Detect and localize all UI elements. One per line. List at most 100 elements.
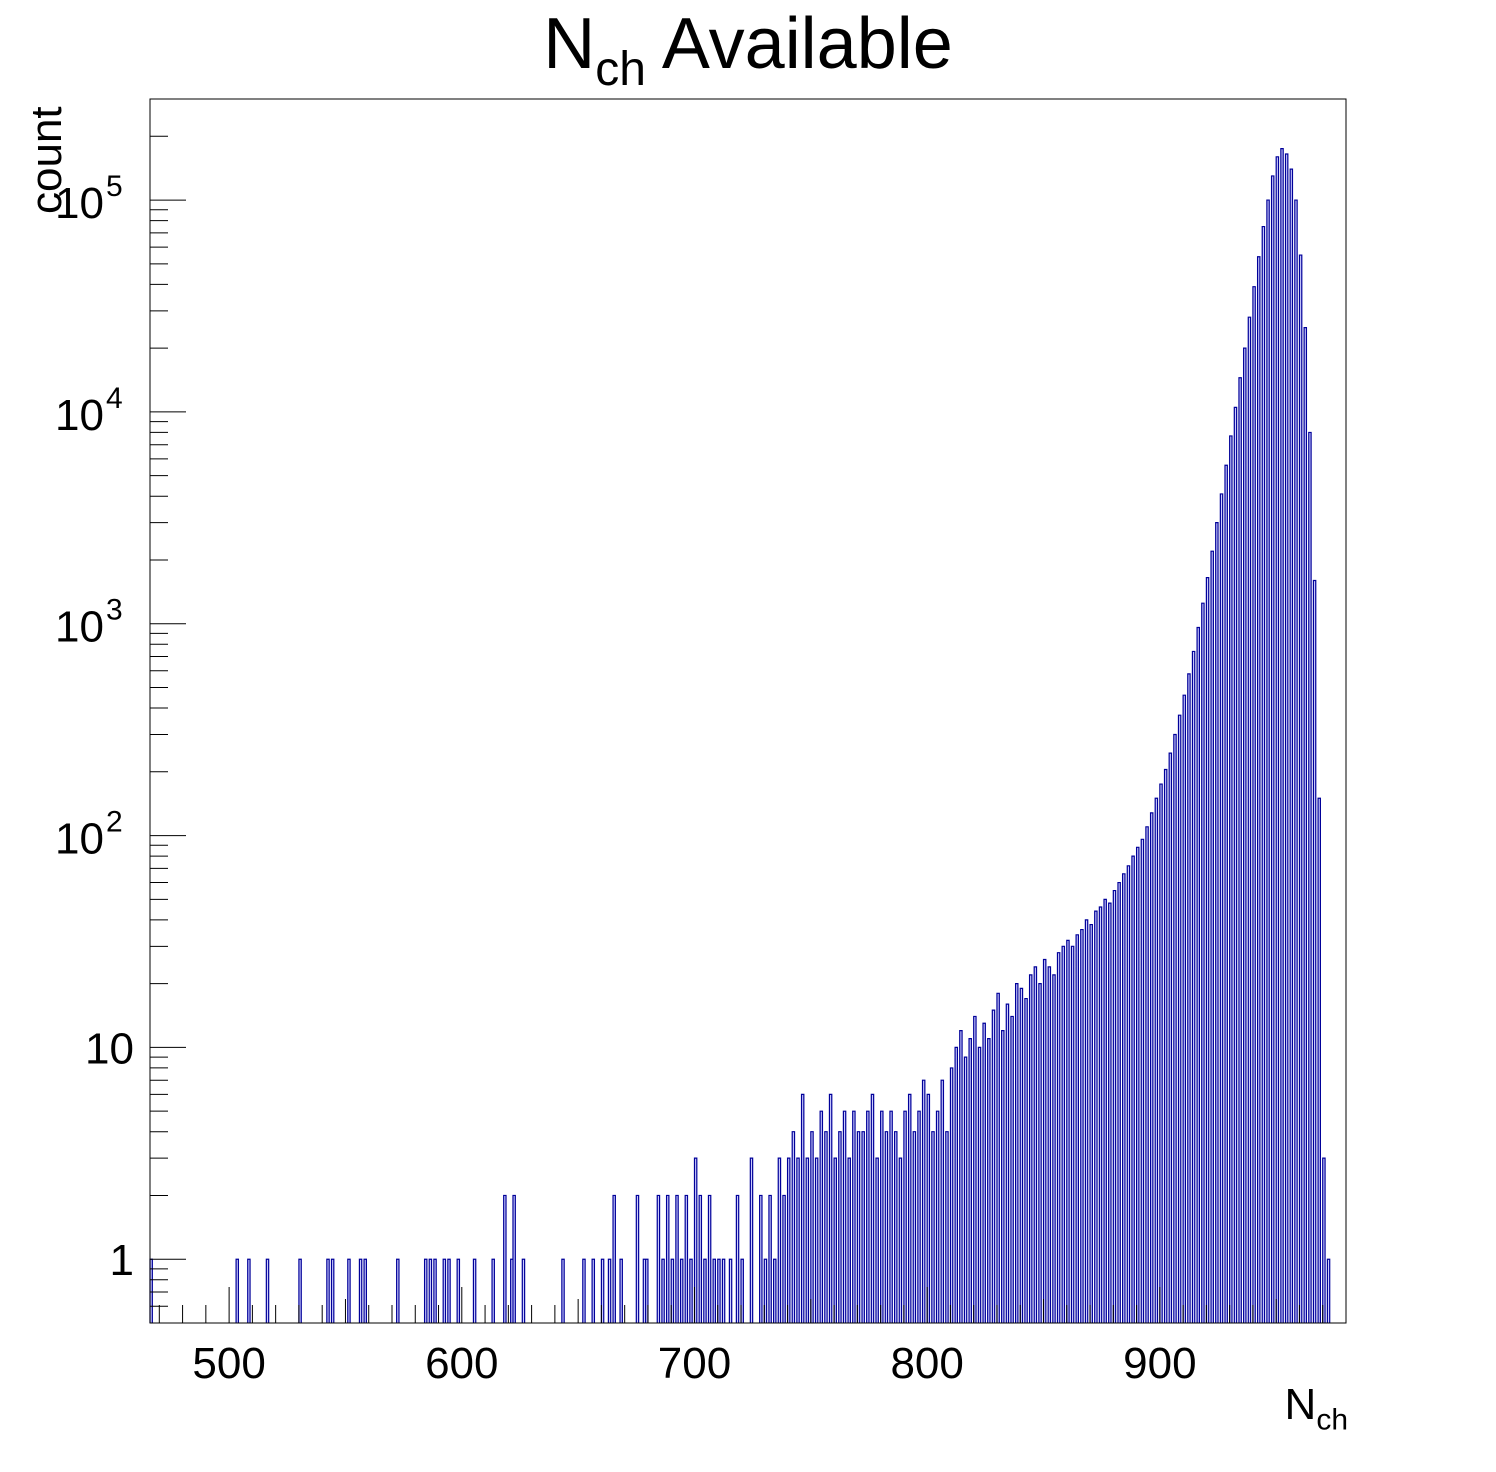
x-tick-label: 700: [658, 1339, 731, 1388]
y-tick-label: 1: [110, 1236, 134, 1285]
histogram-bar: [1229, 435, 1232, 1324]
histogram-bar: [675, 1195, 679, 1323]
histogram-bar: [1276, 156, 1279, 1323]
histogram-bar: [885, 1131, 888, 1323]
x-tick-label: 500: [192, 1339, 265, 1388]
histogram-bar: [512, 1195, 516, 1323]
histogram-bar: [1215, 522, 1219, 1323]
histogram-bar: [815, 1158, 818, 1323]
histogram-bar: [857, 1131, 860, 1323]
plot-frame: [149, 98, 1347, 1324]
histogram-bar: [875, 1158, 879, 1323]
histogram-bar: [927, 1094, 930, 1323]
histogram-bar: [433, 1259, 437, 1323]
histogram-bar: [1197, 627, 1200, 1323]
histogram-bar: [764, 1259, 767, 1323]
histogram-bar: [1257, 256, 1260, 1323]
histogram-bar: [364, 1259, 367, 1323]
x-axis-label-subscript: ch: [1316, 1403, 1348, 1437]
histogram-bar: [889, 1111, 893, 1323]
histogram-bar: [736, 1195, 739, 1323]
histogram-bar: [1238, 377, 1242, 1323]
histogram-bar: [796, 1158, 800, 1323]
histogram-bar: [1131, 856, 1135, 1323]
histogram-bar: [871, 1094, 874, 1323]
histogram-bar: [1006, 1004, 1009, 1323]
histogram-bar: [620, 1259, 623, 1323]
histogram-bar: [1159, 784, 1163, 1323]
histogram-bar: [987, 1038, 990, 1323]
histogram-bar: [592, 1259, 595, 1323]
histogram-bar: [613, 1195, 616, 1323]
histogram-bar: [359, 1259, 362, 1323]
histogram-bar: [899, 1158, 902, 1323]
histogram-bar: [657, 1195, 660, 1323]
histogram-bar: [741, 1259, 744, 1323]
histogram-bar: [834, 1158, 837, 1323]
histogram-bar: [1252, 286, 1256, 1323]
histogram-bar: [1173, 734, 1177, 1323]
histogram-bar: [824, 1131, 828, 1323]
histogram-bar: [862, 1131, 865, 1323]
histogram-bar: [978, 1047, 981, 1323]
y-tick-label: 10: [85, 1024, 134, 1073]
histogram-bar: [759, 1195, 762, 1323]
histogram-bar: [608, 1259, 611, 1323]
histogram-bar: [1094, 911, 1098, 1323]
y-tick-label: 10: [55, 391, 104, 440]
histogram-bar: [689, 1259, 693, 1323]
histogram-bar: [1178, 715, 1181, 1323]
histogram-bar: [561, 1259, 565, 1323]
histogram-bar: [601, 1259, 604, 1323]
histogram-bar: [1285, 153, 1288, 1323]
histogram-bar: [717, 1259, 721, 1323]
histogram-bar: [1001, 1030, 1004, 1323]
histogram-bar: [787, 1158, 790, 1323]
x-tick-label: 800: [890, 1339, 963, 1388]
histogram-bar: [1108, 903, 1111, 1323]
histogram-bar: [1243, 348, 1246, 1324]
histogram-bar: [1266, 200, 1270, 1323]
histogram-bar: [150, 1259, 153, 1323]
histogram-bar: [1234, 407, 1237, 1323]
histogram-bar: [1062, 946, 1065, 1323]
y-tick-label-exponent: 2: [106, 806, 123, 839]
histogram-bar: [1206, 577, 1209, 1323]
y-tick-label-exponent: 4: [106, 382, 123, 415]
histogram-bar: [1141, 839, 1144, 1323]
histogram-bar: [1304, 327, 1307, 1324]
histogram-bar: [729, 1259, 732, 1323]
histogram-bar: [1117, 882, 1121, 1323]
histogram-bar: [1150, 812, 1153, 1323]
histogram-bar: [645, 1259, 648, 1323]
histogram-bar: [955, 1047, 958, 1323]
histogram-bar: [1290, 169, 1293, 1323]
histogram-bar: [510, 1259, 513, 1323]
y-tick-label-exponent: 5: [106, 170, 123, 203]
histogram-bar: [1090, 924, 1093, 1323]
y-tick-label: 10: [55, 179, 104, 228]
histogram-bar: [936, 1111, 939, 1323]
histogram-bar: [969, 1038, 972, 1323]
histogram-bar: [973, 1016, 977, 1323]
histogram-bar: [1034, 966, 1037, 1323]
histogram-bar: [1066, 940, 1070, 1323]
histogram-bar: [522, 1259, 525, 1323]
histogram-bar: [492, 1259, 495, 1323]
histogram-bar: [247, 1259, 251, 1323]
histogram-bar: [503, 1195, 507, 1323]
histogram-bar: [1262, 226, 1265, 1323]
histogram-bar: [1071, 946, 1074, 1323]
histogram-bar: [1248, 317, 1251, 1323]
histogram-bar: [1308, 432, 1312, 1323]
histogram-bar: [1127, 865, 1130, 1323]
histogram-bar: [941, 1080, 944, 1323]
histogram-bar: [1294, 200, 1298, 1323]
y-tick-label: 10: [55, 815, 104, 864]
histogram-bar: [661, 1259, 665, 1323]
histogram-bar: [331, 1259, 334, 1323]
histogram-bar: [708, 1195, 711, 1323]
histogram-bar: [1052, 974, 1056, 1323]
histogram-bar: [266, 1259, 269, 1323]
